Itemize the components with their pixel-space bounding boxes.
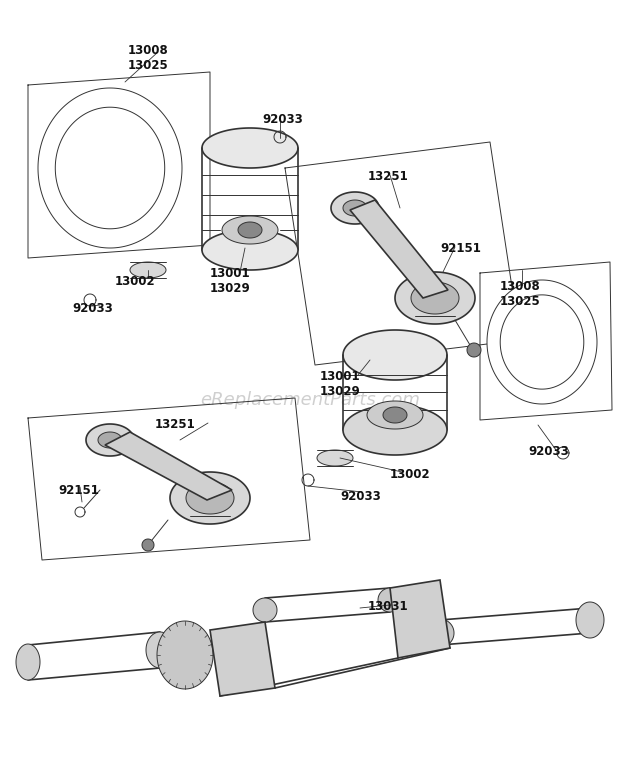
Polygon shape [343,405,447,455]
Polygon shape [157,621,213,689]
Polygon shape [238,222,262,238]
Text: 92151: 92151 [58,484,99,497]
Text: 13008
13025: 13008 13025 [128,44,169,72]
Text: 13251: 13251 [155,418,196,431]
Polygon shape [86,424,134,456]
Polygon shape [343,200,367,216]
Polygon shape [253,598,277,622]
Polygon shape [186,482,234,514]
Polygon shape [350,200,448,298]
Polygon shape [378,588,402,612]
Polygon shape [105,432,232,500]
Polygon shape [202,128,298,168]
Text: 92033: 92033 [528,445,569,458]
Polygon shape [343,330,447,380]
Polygon shape [98,432,122,448]
Polygon shape [500,295,584,389]
Polygon shape [576,602,604,638]
Polygon shape [467,343,481,357]
Text: 13031: 13031 [368,600,409,613]
Polygon shape [130,262,166,278]
Polygon shape [170,472,250,524]
Polygon shape [55,107,165,229]
Text: 92151: 92151 [440,242,481,255]
Polygon shape [367,401,423,429]
Polygon shape [426,619,454,647]
Text: 92033: 92033 [340,490,381,503]
Polygon shape [202,230,298,270]
Polygon shape [383,407,407,423]
Polygon shape [142,539,154,551]
Text: 92033: 92033 [262,113,303,126]
Polygon shape [38,88,182,248]
Polygon shape [16,644,40,680]
Polygon shape [222,216,278,244]
Polygon shape [390,580,450,658]
Polygon shape [395,272,475,324]
Text: 13251: 13251 [368,170,409,183]
Polygon shape [487,280,597,404]
Text: 13008
13025: 13008 13025 [500,280,541,308]
Polygon shape [331,192,379,224]
Text: 92033: 92033 [72,302,113,315]
Text: 13002: 13002 [390,468,431,481]
Polygon shape [317,450,353,466]
Text: eReplacementParts.com: eReplacementParts.com [200,391,420,409]
Text: 13002: 13002 [115,275,156,288]
Polygon shape [146,632,174,668]
Polygon shape [411,282,459,314]
Text: 13001
13029: 13001 13029 [320,370,361,398]
Text: 13001
13029: 13001 13029 [210,267,250,295]
Polygon shape [210,622,275,696]
